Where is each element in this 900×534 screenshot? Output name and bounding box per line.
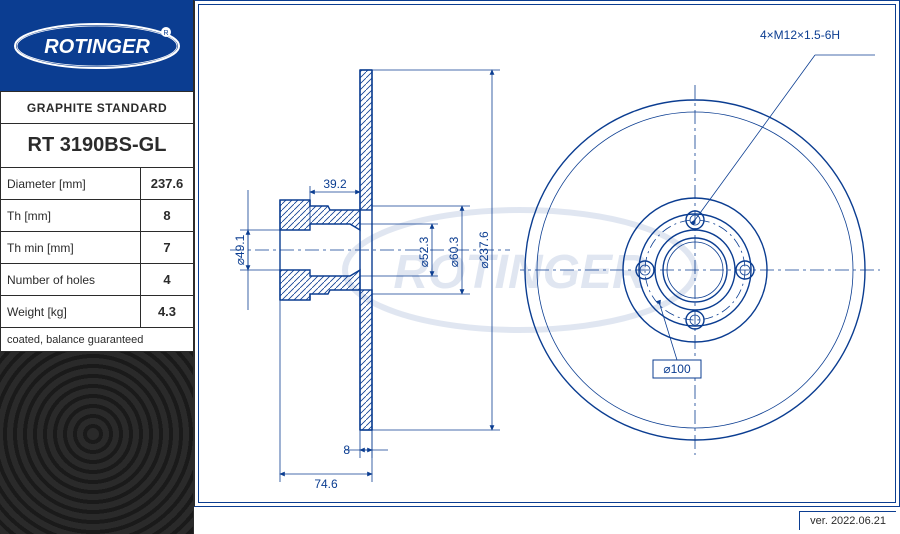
- spec-table: Diameter [mm] 237.6 Th [mm] 8 Th min [mm…: [0, 168, 194, 328]
- spec-label: Th min [mm]: [1, 232, 141, 263]
- svg-text:R: R: [163, 30, 168, 37]
- dim-w39: 39.2: [323, 177, 347, 191]
- bolt-spec: 4×M12×1.5-6H: [760, 28, 840, 42]
- subtitle-cell: GRAPHITE STANDARD: [0, 92, 194, 124]
- table-row: Number of holes 4: [1, 264, 193, 296]
- spec-label: Number of holes: [1, 264, 141, 295]
- dim-w74: 74.6: [314, 477, 338, 491]
- spec-value: 7: [141, 232, 193, 263]
- spec-value: 8: [141, 200, 193, 231]
- table-row: Th min [mm] 7: [1, 232, 193, 264]
- spec-label: Diameter [mm]: [1, 168, 141, 199]
- rotinger-logo: ROTINGER R: [12, 16, 182, 76]
- spec-value: 237.6: [141, 168, 193, 199]
- spec-label: Th [mm]: [1, 200, 141, 231]
- part-number: RT 3190BS-GL: [28, 134, 167, 157]
- spec-value: 4.3: [141, 296, 193, 327]
- dim-th8: 8: [343, 443, 350, 457]
- subtitle: GRAPHITE STANDARD: [27, 101, 167, 115]
- version: ver. 2022.06.21: [810, 515, 886, 527]
- dim-d49: ⌀49.1: [233, 234, 247, 265]
- page: ROTINGER R GRAPHITE STANDARD RT 3190BS-G…: [0, 0, 900, 534]
- dim-d237: ⌀237.6: [477, 231, 491, 269]
- table-row: Weight [kg] 4.3: [1, 296, 193, 328]
- note: coated, balance guaranteed: [7, 334, 143, 346]
- note-cell: coated, balance guaranteed: [0, 328, 194, 352]
- side-view: ⌀237.6 ⌀60.3 ⌀52.3 ⌀49.1: [210, 30, 520, 510]
- front-view: ⌀100: [520, 20, 890, 490]
- product-photo: [0, 352, 194, 534]
- spec-label: Weight [kg]: [1, 296, 141, 327]
- logo-text: ROTINGER: [44, 36, 150, 58]
- table-row: Th [mm] 8: [1, 200, 193, 232]
- dim-d52: ⌀52.3: [417, 236, 431, 267]
- part-number-cell: RT 3190BS-GL: [0, 124, 194, 168]
- dim-pcd: ⌀100: [663, 362, 691, 376]
- logo-cell: ROTINGER R: [0, 0, 194, 92]
- spec-value: 4: [141, 264, 193, 295]
- dim-d60: ⌀60.3: [447, 236, 461, 267]
- table-row: Diameter [mm] 237.6: [1, 168, 193, 200]
- version-label: ver. 2022.06.21: [799, 511, 896, 530]
